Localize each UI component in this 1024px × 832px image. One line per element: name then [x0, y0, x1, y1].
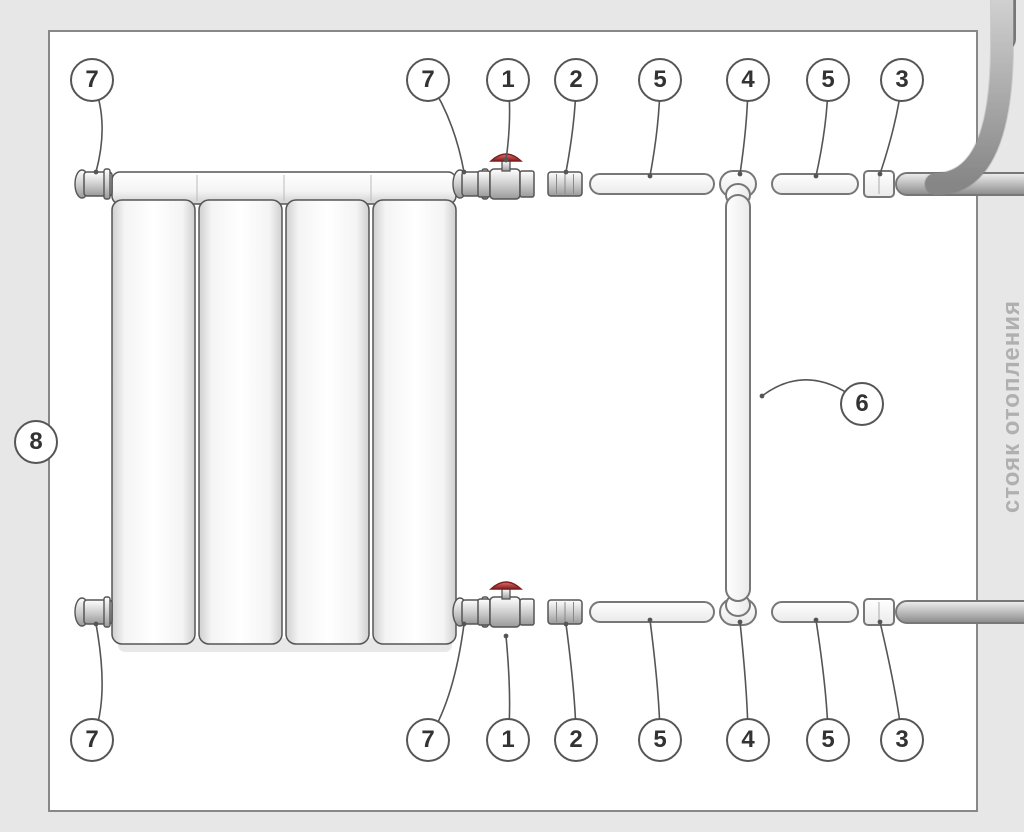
callout-7: 7 [70, 718, 114, 762]
riser-label: стояк отопления [998, 300, 1024, 513]
callout-4: 4 [726, 718, 770, 762]
callout-7: 7 [406, 58, 450, 102]
callout-7: 7 [70, 58, 114, 102]
callout-1: 1 [486, 58, 530, 102]
callout-1: 1 [486, 718, 530, 762]
callout-3: 3 [880, 718, 924, 762]
callout-5: 5 [638, 58, 682, 102]
callout-7: 7 [406, 718, 450, 762]
callout-2: 2 [554, 718, 598, 762]
callout-2: 2 [554, 58, 598, 102]
diagram-stage: 771254536877125453 стояк отопления [0, 0, 1024, 832]
callout-6: 6 [840, 382, 884, 426]
callout-5: 5 [806, 58, 850, 102]
callout-8: 8 [14, 420, 58, 464]
callout-5: 5 [638, 718, 682, 762]
callout-3: 3 [880, 58, 924, 102]
callout-4: 4 [726, 58, 770, 102]
callout-5: 5 [806, 718, 850, 762]
